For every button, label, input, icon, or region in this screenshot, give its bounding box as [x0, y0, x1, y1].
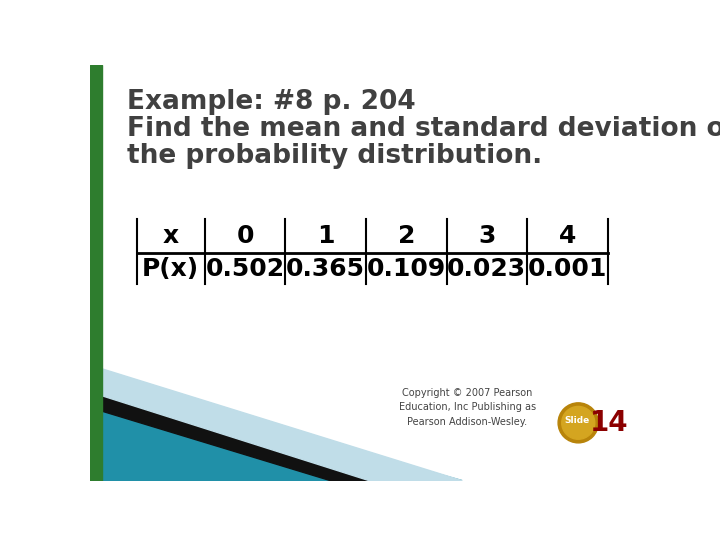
Text: 14: 14 — [590, 409, 629, 437]
Polygon shape — [102, 396, 369, 481]
Text: 1: 1 — [317, 224, 334, 248]
Text: 0: 0 — [236, 224, 253, 248]
Text: x: x — [163, 224, 179, 248]
Text: Find the mean and standard deviation of: Find the mean and standard deviation of — [127, 116, 720, 142]
Text: Slide: Slide — [564, 416, 590, 425]
Text: P(x): P(x) — [142, 257, 199, 281]
Text: 0.023: 0.023 — [447, 257, 526, 281]
Bar — [90, 65, 102, 481]
Text: 0.502: 0.502 — [205, 257, 284, 281]
Text: Copyright © 2007 Pearson
Education, Inc Publishing as
Pearson Addison-Wesley.: Copyright © 2007 Pearson Education, Inc … — [399, 388, 536, 427]
Circle shape — [558, 403, 598, 443]
Text: 2: 2 — [397, 224, 415, 248]
Text: 4: 4 — [559, 224, 576, 248]
Text: 0.001: 0.001 — [528, 257, 607, 281]
Polygon shape — [102, 381, 462, 481]
Text: 0.365: 0.365 — [286, 257, 365, 281]
Text: the probability distribution.: the probability distribution. — [127, 143, 542, 168]
Text: Example: #8 p. 204: Example: #8 p. 204 — [127, 89, 416, 115]
Polygon shape — [102, 369, 462, 481]
Circle shape — [562, 407, 595, 439]
Text: 3: 3 — [478, 224, 495, 248]
Text: 0.109: 0.109 — [366, 257, 446, 281]
